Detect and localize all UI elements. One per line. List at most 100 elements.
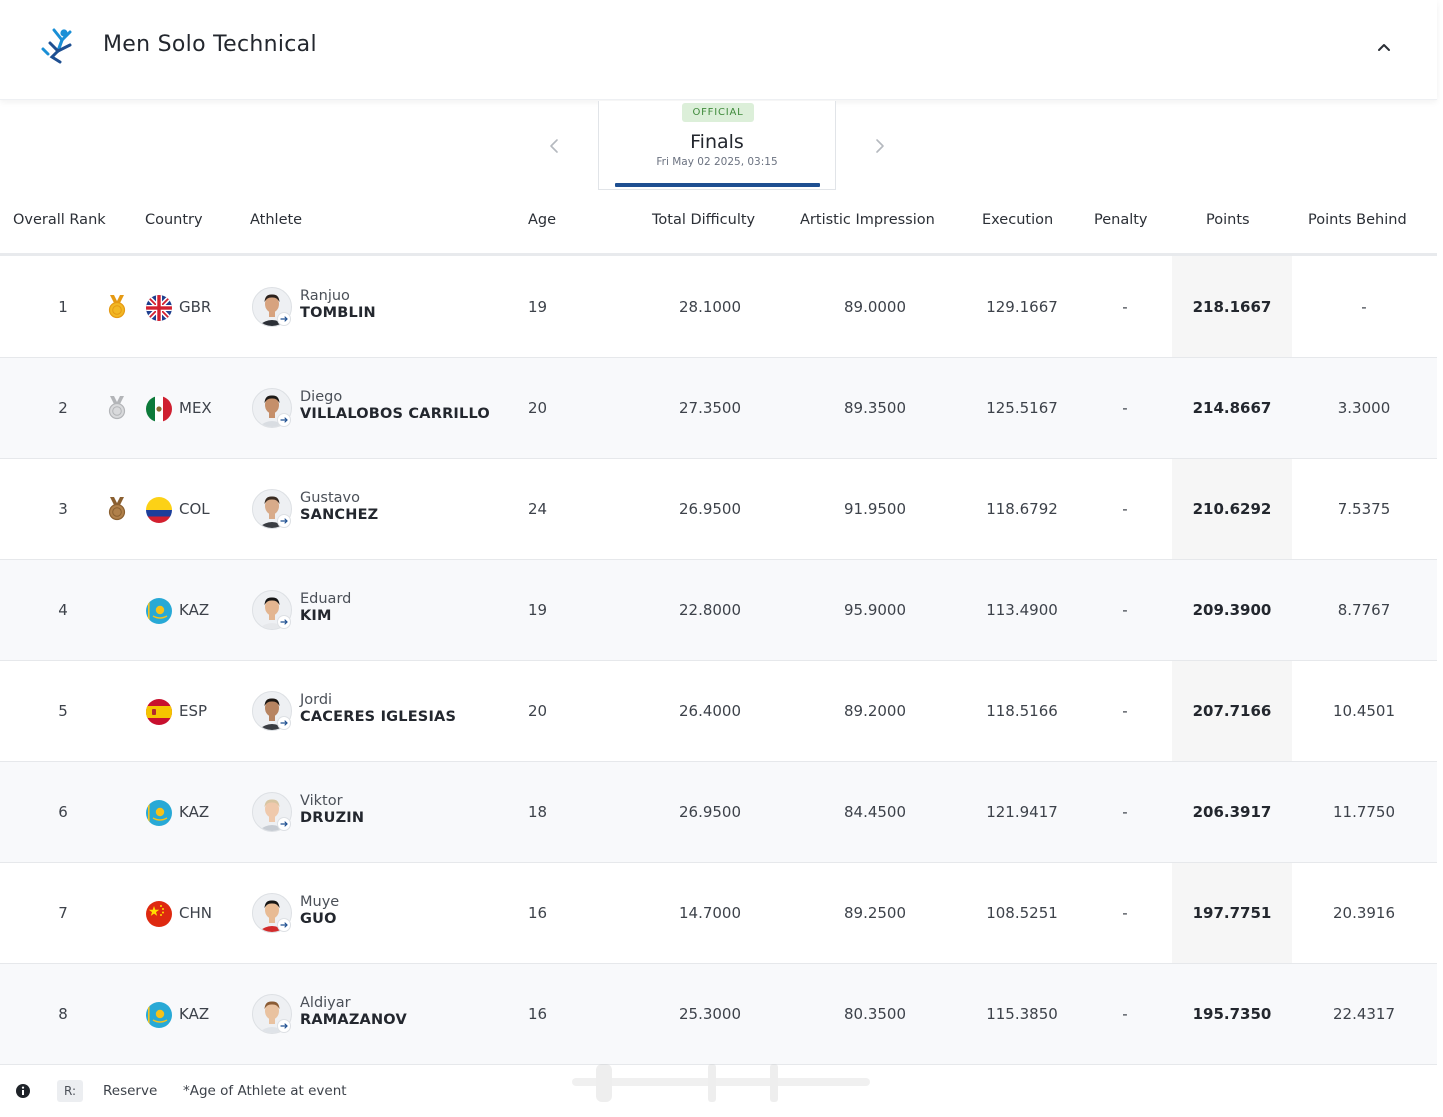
table-row[interactable]: 8 KAZ Aldiyar RAMAZANOV 16 25.3000 80.3500 115.… — [0, 964, 1437, 1065]
athlete-avatar[interactable] — [252, 994, 292, 1034]
table-row[interactable]: 6 KAZ Viktor DRUZIN 18 26.9500 84.4500 121.9417… — [0, 762, 1437, 863]
athlete-given-name[interactable]: Muye — [300, 894, 340, 910]
points-behind-cell: 22.4317 — [1332, 1005, 1396, 1023]
athlete-given-name[interactable]: Jordi — [300, 692, 333, 708]
column-header-artistic[interactable]: Artistic Impression — [800, 212, 935, 228]
age-note: *Age of Athlete at event — [183, 1083, 347, 1099]
country-code: KAZ — [179, 1005, 210, 1023]
rank-cell: 3 — [58, 500, 68, 518]
execution-cell: 118.6792 — [986, 500, 1058, 518]
chevron-left-icon[interactable] — [543, 134, 565, 158]
rank-cell: 6 — [58, 803, 68, 821]
points-cell: 209.3900 — [1192, 601, 1272, 619]
flag-kaz-icon — [146, 1002, 172, 1028]
points-behind-cell: 20.3916 — [1332, 904, 1396, 922]
athlete-avatar[interactable] — [252, 590, 292, 630]
info-icon[interactable] — [15, 1083, 31, 1099]
execution-cell: 125.5167 — [986, 399, 1058, 417]
athlete-family-name[interactable]: GUO — [300, 911, 337, 927]
athlete-given-name[interactable]: Gustavo — [300, 490, 361, 506]
table-row[interactable]: 7 CHN Muye GUO 16 14.7000 89.2500 108.5251 - 197.… — [0, 863, 1437, 964]
silver-medal-icon — [106, 395, 128, 421]
flag-col-icon — [146, 497, 172, 523]
artistic-cell: 89.2000 — [843, 702, 907, 720]
flag-chn-icon — [146, 901, 172, 927]
penalty-cell: - — [1122, 1005, 1128, 1023]
age-cell: 20 — [528, 702, 548, 720]
rank-cell: 7 — [58, 904, 68, 922]
athlete-family-name[interactable]: KIM — [300, 608, 332, 624]
phase-name: Finals — [690, 131, 744, 153]
age-cell: 16 — [528, 904, 548, 922]
flag-kaz-icon — [146, 598, 172, 624]
rank-cell: 5 — [58, 702, 68, 720]
country-code: KAZ — [179, 803, 210, 821]
table-row[interactable]: 4 KAZ Eduard KIM 19 22.8000 95.9000 113.4900 - 20… — [0, 560, 1437, 661]
chevron-right-icon[interactable] — [869, 134, 891, 158]
country-code: CHN — [179, 904, 212, 922]
penalty-cell: - — [1122, 803, 1128, 821]
age-cell: 19 — [528, 298, 548, 316]
column-header-athlete[interactable]: Athlete — [250, 212, 303, 228]
table-row[interactable]: 3 COL Gustavo SANCHEZ 24 26.9500 91.9500 118.67… — [0, 459, 1437, 560]
phase-tab-finals[interactable]: OFFICIAL Finals Fri May 02 2025, 03:15 — [598, 101, 836, 190]
results-table-header: Overall Rank Country Athlete Age Total D… — [0, 200, 1437, 254]
athlete-given-name[interactable]: Viktor — [300, 793, 343, 809]
flag-mex-icon — [146, 396, 172, 422]
athlete-given-name[interactable]: Ranjuo — [300, 288, 350, 304]
column-header-country[interactable]: Country — [145, 212, 203, 228]
athlete-family-name[interactable]: RAMAZANOV — [300, 1012, 407, 1028]
athlete-avatar[interactable] — [252, 287, 292, 327]
column-header-points-behind[interactable]: Points Behind — [1308, 212, 1407, 228]
country-code: COL — [179, 500, 210, 518]
column-header-rank[interactable]: Overall Rank — [13, 212, 106, 228]
age-cell: 18 — [528, 803, 548, 821]
athlete-family-name[interactable]: VILLALOBOS CARRILLO — [300, 406, 490, 422]
column-header-age[interactable]: Age — [528, 212, 557, 228]
column-header-points[interactable]: Points — [1206, 212, 1250, 228]
artistic-cell: 80.3500 — [843, 1005, 907, 1023]
column-header-execution[interactable]: Execution — [982, 212, 1054, 228]
athlete-avatar[interactable] — [252, 489, 292, 529]
execution-cell: 115.3850 — [986, 1005, 1058, 1023]
event-header: Men Solo Technical — [0, 0, 1437, 100]
athlete-avatar[interactable] — [252, 691, 292, 731]
table-row[interactable]: 2 MEX Diego VILLALOBOS CARRILLO 20 27.3500 89.… — [0, 358, 1437, 459]
points-behind-cell: 3.3000 — [1337, 399, 1391, 417]
penalty-cell: - — [1122, 904, 1128, 922]
flag-kaz-icon — [146, 800, 172, 826]
points-cell: 197.7751 — [1192, 904, 1272, 922]
athlete-given-name[interactable]: Diego — [300, 389, 343, 405]
athlete-family-name[interactable]: TOMBLIN — [300, 305, 376, 321]
athlete-avatar[interactable] — [252, 893, 292, 933]
penalty-cell: - — [1122, 601, 1128, 619]
difficulty-cell: 26.9500 — [678, 803, 742, 821]
country-code: GBR — [179, 298, 212, 316]
gold-medal-icon — [106, 294, 128, 320]
age-cell: 16 — [528, 1005, 548, 1023]
points-cell: 214.8667 — [1192, 399, 1272, 417]
athlete-given-name[interactable]: Aldiyar — [300, 995, 351, 1011]
athlete-avatar[interactable] — [252, 388, 292, 428]
athlete-given-name[interactable]: Eduard — [300, 591, 352, 607]
difficulty-cell: 14.7000 — [678, 904, 742, 922]
reserve-code: R: — [57, 1080, 83, 1102]
column-header-difficulty[interactable]: Total Difficulty — [652, 212, 756, 228]
table-row[interactable]: 5 ESP Jordi CACERES IGLESIAS 20 26.4000 89.200… — [0, 661, 1437, 762]
penalty-cell: - — [1122, 702, 1128, 720]
points-behind-cell: - — [1361, 298, 1367, 316]
difficulty-cell: 25.3000 — [678, 1005, 742, 1023]
chevron-up-icon[interactable] — [1373, 36, 1395, 58]
active-tab-indicator — [615, 183, 820, 187]
artistic-swimming-icon — [41, 28, 72, 64]
athlete-family-name[interactable]: DRUZIN — [300, 810, 365, 826]
table-row[interactable]: 1 GBR Ranjuo TOMBLIN 19 28.1000 89.0000 129.166… — [0, 257, 1437, 358]
column-header-penalty[interactable]: Penalty — [1094, 212, 1148, 228]
athlete-family-name[interactable]: SANCHEZ — [300, 507, 379, 523]
difficulty-cell: 26.9500 — [678, 500, 742, 518]
athlete-avatar[interactable] — [252, 792, 292, 832]
rank-cell: 2 — [58, 399, 68, 417]
points-cell: 210.6292 — [1192, 500, 1272, 518]
athlete-family-name[interactable]: CACERES IGLESIAS — [300, 709, 457, 725]
difficulty-cell: 26.4000 — [678, 702, 742, 720]
